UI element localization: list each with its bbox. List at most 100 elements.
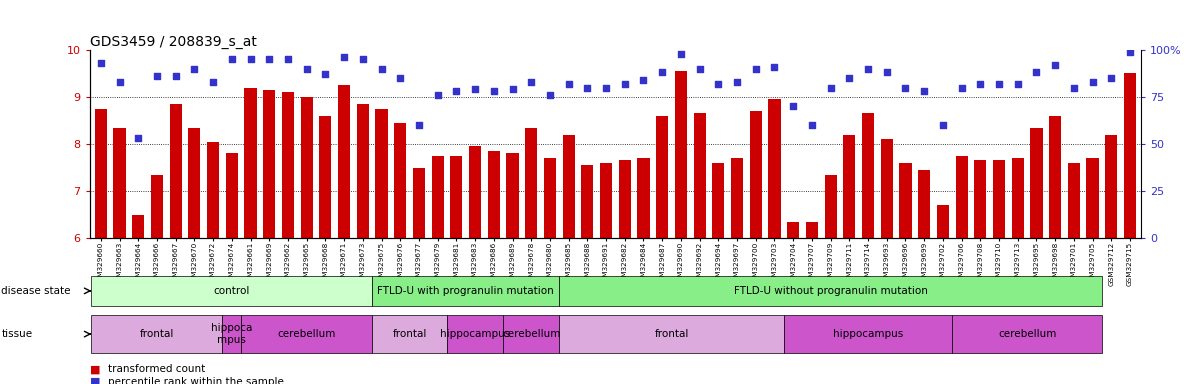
Point — [1121, 49, 1140, 55]
Point — [354, 56, 373, 63]
Bar — [805, 222, 819, 238]
Point — [503, 86, 522, 93]
Point — [335, 55, 354, 61]
Point — [652, 70, 672, 76]
Bar — [357, 104, 369, 238]
Bar — [918, 170, 930, 238]
Bar — [937, 205, 949, 238]
Bar — [749, 111, 762, 238]
Text: frontal: frontal — [655, 329, 688, 339]
Text: hippocampus: hippocampus — [440, 329, 510, 339]
Bar — [1012, 158, 1024, 238]
Bar — [559, 315, 784, 353]
Bar — [114, 127, 125, 238]
Point — [858, 66, 877, 72]
Bar — [881, 139, 893, 238]
Bar — [675, 71, 687, 238]
Bar — [431, 156, 443, 238]
Point — [633, 77, 652, 83]
Point — [372, 66, 391, 72]
Point — [428, 92, 447, 98]
Text: hippocampus: hippocampus — [833, 329, 903, 339]
Point — [259, 56, 278, 63]
Point — [559, 81, 578, 87]
Point — [522, 79, 541, 85]
Bar — [952, 315, 1102, 353]
Point — [709, 81, 728, 87]
Point — [410, 122, 429, 128]
Bar — [151, 175, 163, 238]
Point — [447, 88, 466, 94]
Text: percentile rank within the sample: percentile rank within the sample — [108, 377, 283, 384]
Bar — [241, 315, 372, 353]
Point — [147, 73, 166, 79]
Bar — [1068, 163, 1080, 238]
Point — [690, 66, 709, 72]
Bar — [226, 154, 238, 238]
Point — [877, 70, 896, 76]
Bar — [338, 85, 350, 238]
Point — [1083, 79, 1102, 85]
Bar — [372, 276, 559, 306]
Bar — [222, 315, 241, 353]
Point — [672, 51, 691, 57]
Bar — [468, 146, 482, 238]
Point — [1046, 62, 1065, 68]
Point — [166, 73, 185, 79]
Point — [391, 75, 410, 81]
Point — [1102, 75, 1121, 81]
Bar — [731, 158, 743, 238]
Bar — [712, 163, 724, 238]
Text: control: control — [214, 286, 250, 296]
Text: cerebellum: cerebellum — [502, 329, 560, 339]
Bar — [319, 116, 331, 238]
Point — [989, 81, 1009, 87]
Bar — [94, 109, 106, 238]
Bar — [1049, 116, 1061, 238]
Point — [802, 122, 821, 128]
Bar — [768, 99, 780, 238]
Point — [298, 66, 317, 72]
Bar — [974, 161, 986, 238]
Bar — [563, 135, 575, 238]
Bar — [784, 315, 952, 353]
Point — [821, 84, 840, 91]
Point — [970, 81, 989, 87]
Text: tissue: tissue — [1, 329, 32, 339]
Bar — [133, 215, 145, 238]
Bar — [1124, 73, 1136, 238]
Point — [241, 56, 261, 63]
Point — [728, 79, 747, 85]
Point — [315, 71, 335, 78]
Text: ■: ■ — [90, 377, 100, 384]
Bar — [956, 156, 968, 238]
Point — [896, 84, 915, 91]
Bar — [488, 151, 500, 238]
Bar — [559, 276, 1102, 306]
Point — [540, 92, 559, 98]
Text: GDS3459 / 208839_s_at: GDS3459 / 208839_s_at — [90, 35, 257, 49]
Point — [466, 86, 485, 93]
Text: hippoca
mpus: hippoca mpus — [212, 323, 252, 345]
Point — [1027, 70, 1046, 76]
Bar — [503, 315, 559, 353]
Text: FTLD-U with progranulin mutation: FTLD-U with progranulin mutation — [378, 286, 554, 296]
Text: transformed count: transformed count — [108, 364, 204, 374]
Bar — [581, 165, 594, 238]
Bar — [282, 92, 294, 238]
Text: cerebellum: cerebellum — [998, 329, 1056, 339]
Bar — [92, 315, 222, 353]
Bar — [693, 113, 706, 238]
Text: disease state: disease state — [1, 286, 71, 296]
Point — [615, 81, 635, 87]
Bar — [862, 113, 874, 238]
Bar — [619, 161, 631, 238]
Bar — [447, 315, 503, 353]
Point — [914, 88, 933, 94]
Bar — [412, 167, 425, 238]
Point — [578, 84, 598, 91]
Point — [129, 135, 148, 141]
Bar — [656, 116, 668, 238]
Bar — [92, 276, 372, 306]
Bar — [844, 135, 856, 238]
